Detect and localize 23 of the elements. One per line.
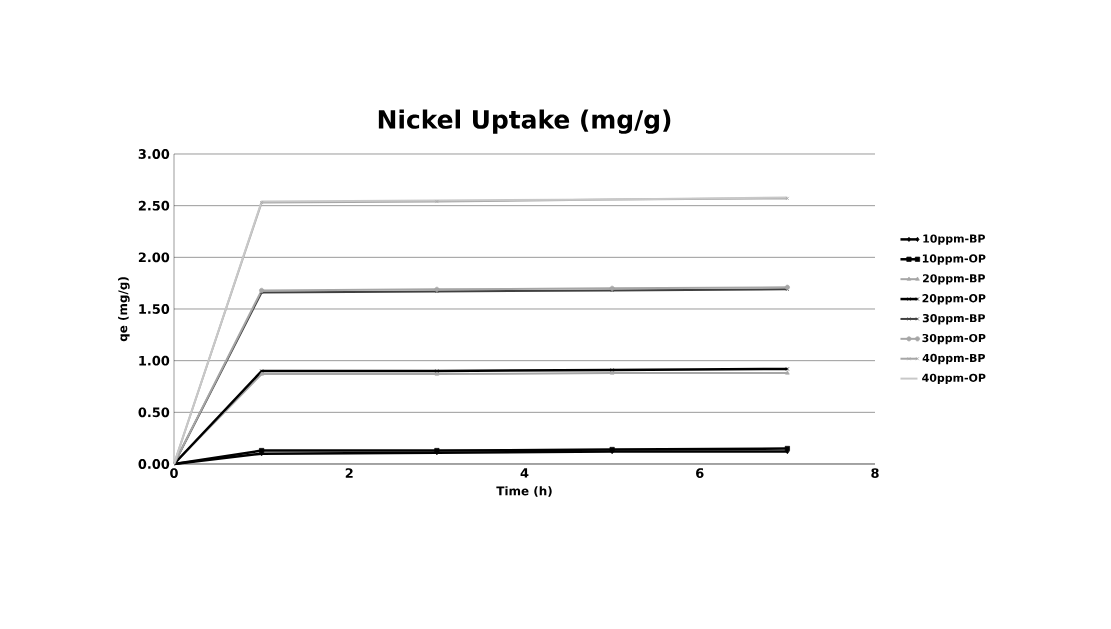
chart-title: Nickel Uptake (mg/g) (378, 109, 671, 134)
legend-label: 20ppm-BP (923, 274, 985, 285)
legend-label: 40ppm-OP (922, 373, 986, 385)
y-tick-label: 1.50 (139, 304, 170, 314)
y-tick-label: 1.00 (139, 355, 170, 366)
legend-label: 30ppm-OP (922, 333, 986, 345)
legend-label: 20ppm-OP (922, 294, 986, 305)
x-axis-title: Time (h) (496, 486, 552, 497)
y-tick-label: 0.00 (138, 459, 170, 469)
x-tick-label: 4 (520, 468, 529, 478)
legend-label: 30ppm-BP (922, 313, 985, 325)
x-tick-label: 6 (696, 468, 704, 478)
legend-label: 10ppm-OP (922, 254, 986, 265)
x-tick-label: 2 (345, 468, 353, 478)
x-tick-label: 0 (170, 468, 178, 478)
y-tick-label: 3.00 (138, 149, 170, 159)
legend-label: 40ppm-BP (922, 353, 985, 365)
legend-label: 10ppm-BP (923, 234, 985, 245)
y-tick-label: 2.50 (138, 200, 170, 211)
x-tick-label: 8 (871, 468, 879, 478)
y-axis-title: qe (mg/g) (118, 277, 130, 342)
y-tick-label: 2.00 (138, 252, 170, 263)
y-tick-label: 0.50 (138, 407, 170, 418)
